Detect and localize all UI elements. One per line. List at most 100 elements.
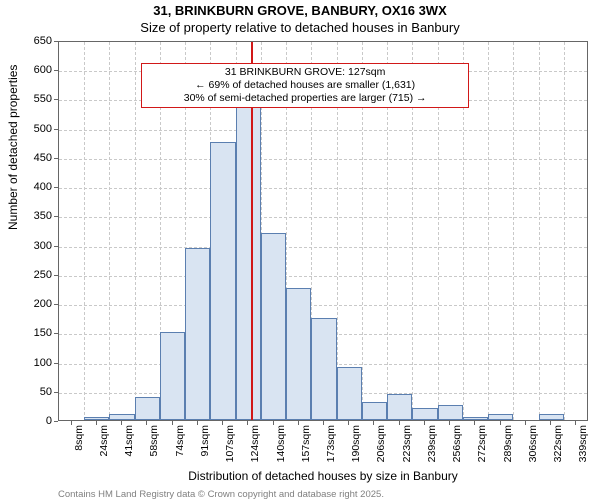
histogram-bar (261, 233, 286, 420)
histogram-bar (311, 318, 336, 420)
y-axis-label: Number of detached properties (6, 65, 20, 230)
x-tick-label: 223sqm (401, 425, 413, 462)
attribution-text: Contains HM Land Registry data © Crown c… (58, 489, 588, 500)
y-tick-label: 450 (12, 152, 52, 164)
histogram-bar (160, 332, 185, 420)
y-tick-mark (54, 158, 58, 159)
y-tick-label: 500 (12, 123, 52, 135)
y-tick-mark (54, 99, 58, 100)
gridline-horizontal (59, 305, 587, 306)
x-tick-label: 239sqm (426, 425, 438, 462)
gridline-horizontal (59, 130, 587, 131)
y-tick-label: 250 (12, 269, 52, 281)
y-tick-label: 50 (12, 386, 52, 398)
x-tick-mark (172, 421, 173, 425)
x-tick-label: 339sqm (577, 425, 589, 462)
y-tick-mark (54, 187, 58, 188)
gridline-vertical (135, 42, 136, 420)
gridline-vertical (84, 42, 85, 420)
y-tick-label: 300 (12, 240, 52, 252)
x-tick-mark (500, 421, 501, 425)
gridline-vertical (513, 42, 514, 420)
y-tick-label: 350 (12, 210, 52, 222)
y-tick-mark (54, 333, 58, 334)
x-tick-label: 107sqm (224, 425, 236, 462)
x-tick-label: 8sqm (73, 425, 85, 451)
y-tick-label: 0 (12, 415, 52, 427)
x-tick-label: 289sqm (502, 425, 514, 462)
histogram-bar (286, 288, 311, 420)
gridline-vertical (109, 42, 110, 420)
x-tick-label: 41sqm (123, 425, 135, 457)
y-tick-mark (54, 304, 58, 305)
y-tick-label: 200 (12, 298, 52, 310)
gridline-horizontal (59, 247, 587, 248)
x-tick-label: 190sqm (350, 425, 362, 462)
x-tick-mark (399, 421, 400, 425)
histogram-bar (438, 405, 463, 420)
histogram-bar (362, 402, 387, 420)
y-tick-mark (54, 275, 58, 276)
y-tick-mark (54, 246, 58, 247)
x-axis-label: Distribution of detached houses by size … (58, 469, 588, 483)
x-tick-label: 272sqm (476, 425, 488, 462)
histogram-bar (412, 408, 437, 420)
histogram-bar (84, 417, 109, 420)
annotation-line: 30% of semi-detached properties are larg… (146, 92, 464, 105)
gridline-vertical (539, 42, 540, 420)
gridline-horizontal (59, 217, 587, 218)
histogram-bar (135, 397, 160, 420)
x-tick-mark (96, 421, 97, 425)
gridline-horizontal (59, 159, 587, 160)
y-tick-label: 100 (12, 357, 52, 369)
y-tick-label: 150 (12, 327, 52, 339)
x-tick-label: 206sqm (375, 425, 387, 462)
x-tick-label: 58sqm (148, 425, 160, 457)
plot-area: 31 BRINKBURN GROVE: 127sqm← 69% of detac… (58, 41, 588, 421)
histogram-bar (463, 417, 488, 420)
histogram-bar (185, 248, 210, 420)
x-tick-label: 74sqm (174, 425, 186, 457)
x-tick-mark (323, 421, 324, 425)
attribution-line1: Contains HM Land Registry data © Crown c… (58, 489, 588, 500)
y-tick-mark (54, 70, 58, 71)
y-tick-mark (54, 129, 58, 130)
annotation-line: 31 BRINKBURN GROVE: 127sqm (146, 66, 464, 79)
x-tick-label: 140sqm (275, 425, 287, 462)
histogram-bar (337, 367, 362, 420)
histogram-bar (109, 414, 134, 420)
x-tick-label: 91sqm (199, 425, 211, 457)
histogram-bar (539, 414, 564, 420)
y-tick-label: 600 (12, 64, 52, 76)
x-tick-mark (71, 421, 72, 425)
x-tick-mark (525, 421, 526, 425)
y-tick-mark (54, 392, 58, 393)
x-tick-mark (222, 421, 223, 425)
annotation-box: 31 BRINKBURN GROVE: 127sqm← 69% of detac… (141, 63, 469, 108)
x-tick-mark (424, 421, 425, 425)
gridline-vertical (488, 42, 489, 420)
x-tick-label: 322sqm (552, 425, 564, 462)
chart-area: 31 BRINKBURN GROVE: 127sqm← 69% of detac… (58, 41, 588, 421)
histogram-bar (387, 394, 412, 420)
x-tick-label: 306sqm (527, 425, 539, 462)
x-tick-mark (121, 421, 122, 425)
y-tick-label: 650 (12, 35, 52, 47)
gridline-horizontal (59, 188, 587, 189)
y-tick-mark (54, 421, 58, 422)
histogram-bar (210, 142, 235, 420)
y-tick-label: 550 (12, 93, 52, 105)
annotation-line: ← 69% of detached houses are smaller (1,… (146, 79, 464, 92)
gridline-horizontal (59, 276, 587, 277)
x-tick-mark (273, 421, 274, 425)
x-tick-mark (550, 421, 551, 425)
x-tick-label: 173sqm (325, 425, 337, 462)
y-tick-label: 400 (12, 181, 52, 193)
x-tick-label: 256sqm (451, 425, 463, 462)
y-tick-mark (54, 363, 58, 364)
histogram-bar (488, 414, 513, 420)
x-tick-mark (197, 421, 198, 425)
gridline-vertical (564, 42, 565, 420)
x-tick-label: 157sqm (300, 425, 312, 462)
y-tick-mark (54, 41, 58, 42)
